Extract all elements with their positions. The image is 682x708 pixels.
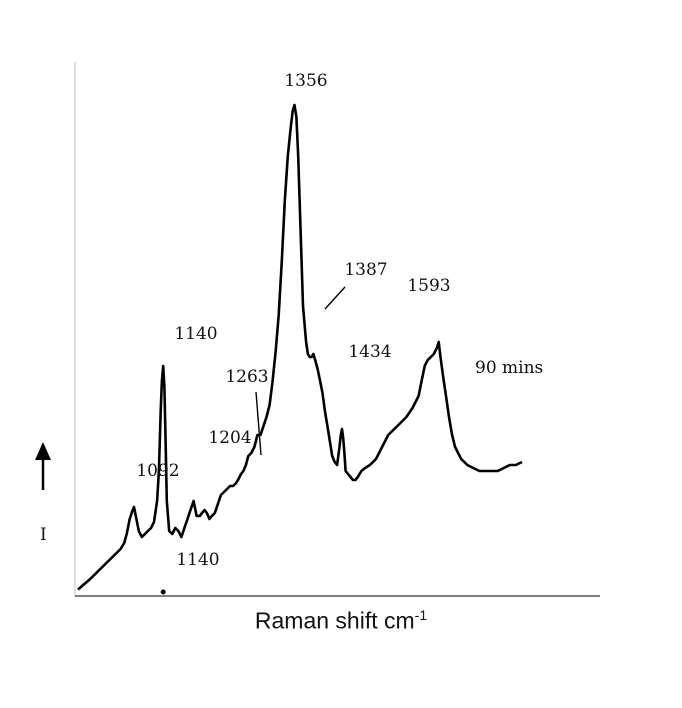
series-label: 90 mins [475,358,543,378]
intensity-arrow [35,442,51,490]
x-axis-label: Raman shift cm-1 [254,607,428,634]
spectrum-line [77,103,523,591]
x-axis-label-superscript: -1 [414,607,428,623]
baseline-peak-label: 1140 [176,550,219,570]
peak-label-1434: 1434 [348,342,391,362]
peak-label-1356: 1356 [284,71,327,91]
peak-label-1387: 1387 [344,260,387,280]
peak-label-1204: 1204 [208,428,251,448]
peak-label-1092: 1092 [136,461,179,481]
baseline-peak-dot [160,589,166,595]
peak-label-1140: 1140 [174,324,217,344]
leader-line-1263 [255,391,262,456]
peak-label-1263: 1263 [225,367,268,387]
y-axis-label: I [40,525,47,545]
peak-label-1593: 1593 [407,276,450,296]
leader-line-1387 [324,286,346,310]
